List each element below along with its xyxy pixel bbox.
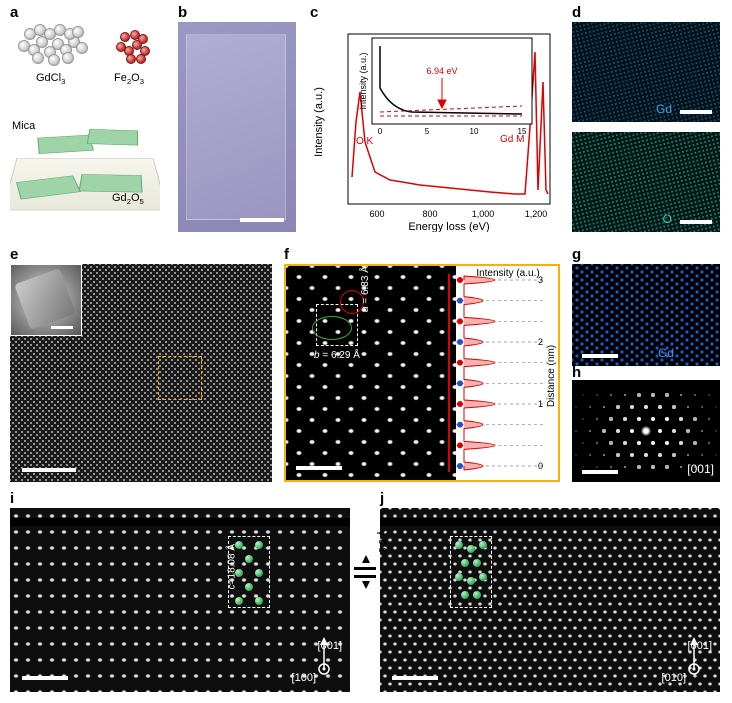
gdcl3-cluster (14, 22, 94, 70)
eds-o-label: O (663, 212, 672, 226)
eds-gd: Gd (572, 22, 720, 122)
label-i: i (10, 490, 14, 507)
haadf-zoom: b = 6.29 Å a = 6.83 Å (286, 266, 456, 480)
eels-plot: O K Gd M 6008001,0001,200 Energy loss (e… (310, 22, 560, 232)
panel-c-eels: O K Gd M 6008001,0001,200 Energy loss (e… (310, 22, 560, 232)
nanosheet (79, 174, 143, 192)
eds-o: O (572, 132, 720, 232)
scalebar (582, 470, 618, 474)
atomic-eds-label: Gd (658, 346, 674, 360)
svg-text:Intensity (a.u.): Intensity (a.u.) (476, 268, 539, 279)
lowmag-inset (10, 264, 82, 336)
eds-gd-label: Gd (656, 102, 672, 116)
panel-h-saed: [001] (572, 380, 720, 482)
atom-circle-bot (312, 316, 352, 340)
nanosheet (87, 129, 138, 145)
label-a: a (10, 4, 18, 21)
panel-g-atomic-eds: Gd (572, 264, 720, 366)
svg-text:1: 1 (538, 399, 543, 409)
onset-label: 6.94 eV (426, 66, 457, 76)
scalebar (680, 220, 712, 224)
svg-text:Intensity (a.u.): Intensity (a.u.) (358, 52, 368, 109)
svg-text:800: 800 (422, 209, 437, 219)
svg-text:15: 15 (518, 127, 527, 136)
panel-i-xsection-100: c=18.08 Å [001] [100] (10, 508, 350, 692)
panel-a-schematic: GdCl3 Fe2O3 Mica Gd2O5 (10, 22, 160, 232)
panel-b-optical (178, 22, 296, 232)
panel-e-haadf (10, 264, 272, 482)
svg-text:0: 0 (538, 461, 543, 471)
svg-text:1,200: 1,200 (525, 209, 548, 219)
axis-indicator (310, 635, 338, 682)
profile-line (448, 274, 450, 472)
gap-value: 3.3 Å (378, 513, 389, 553)
b-lattice: b = 6.29 Å (314, 350, 360, 361)
ylabel: Intensity (a.u.) (313, 87, 325, 157)
svg-text:10: 10 (470, 127, 479, 136)
c-lattice: c=18.08 Å (226, 544, 237, 589)
intensity-profile: 0123 Intensity (a.u.) Distance (nm) (456, 266, 558, 480)
svg-text:2: 2 (538, 337, 543, 347)
label-f: f (284, 246, 289, 263)
label-h: h (572, 364, 581, 381)
gdcl3-label: GdCl3 (36, 72, 65, 86)
zoom-box (158, 356, 202, 400)
unit-cell-j (450, 536, 492, 608)
svg-text:600: 600 (369, 209, 384, 219)
optical-nanosheet (186, 34, 286, 220)
interlayer-gap: 3.3 Å (352, 555, 378, 625)
panel-j-xsection-010: [001] [010] (380, 508, 720, 692)
inset-scalebar (51, 326, 73, 329)
nanosheet (37, 135, 94, 154)
svg-text:Distance (nm): Distance (nm) (546, 345, 557, 407)
fe2o3-label: Fe2O3 (114, 72, 144, 86)
gd2o5-label: Gd2O5 (112, 192, 144, 206)
scalebar (240, 218, 284, 222)
mica-label: Mica (12, 120, 35, 132)
svg-text:1,000: 1,000 (472, 209, 495, 219)
fe2o3-cluster (112, 28, 156, 66)
label-d: d (572, 4, 581, 21)
panel-f-zoom: b = 6.29 Å a = 6.83 Å 0123 Intensity (a.… (284, 264, 560, 482)
scalebar (296, 466, 342, 470)
label-j: j (380, 490, 384, 507)
a-lattice: a = 6.83 Å (360, 266, 371, 312)
ok-label: O K (356, 136, 374, 147)
xlabel: Energy loss (eV) (408, 221, 489, 232)
zone-axis: [001] (687, 462, 714, 476)
svg-text:0: 0 (378, 127, 383, 136)
label-b: b (178, 4, 187, 21)
label-g: g (572, 246, 581, 263)
svg-text:5: 5 (425, 127, 430, 136)
axis-indicator (680, 635, 708, 682)
scalebar (392, 676, 438, 680)
label-e: e (10, 246, 18, 263)
scalebar (22, 676, 68, 680)
scalebar (22, 468, 76, 472)
scalebar (680, 110, 712, 114)
label-c: c (310, 4, 318, 21)
scalebar (582, 354, 618, 358)
panel-d-eds: Gd O (572, 22, 720, 232)
